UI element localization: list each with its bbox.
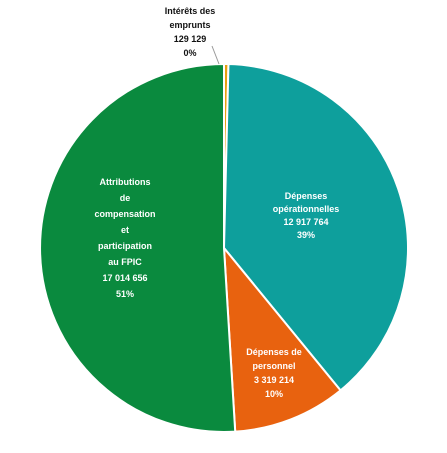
data-label-1-line-2: 12 917 764	[283, 217, 328, 227]
data-label-3-line-0: Attributions	[100, 177, 151, 187]
data-label-2-line-2: 3 319 214	[254, 375, 294, 385]
data-label-3-line-6: 17 014 656	[102, 273, 147, 283]
data-label-1-line-0: Dépenses	[285, 191, 328, 201]
data-label-3-line-2: compensation	[94, 209, 155, 219]
pie-slice-1	[222, 63, 409, 392]
data-label-0-line-1: emprunts	[169, 20, 210, 30]
leader-lines-layer	[211, 45, 220, 65]
data-labels-layer: Intérêts des emprunts 129 129 0% Dépenses opé…	[94, 6, 339, 399]
pie-slice-3	[39, 62, 237, 433]
data-label-3-line-3: et	[121, 225, 129, 235]
data-label-1-line-3: 39%	[297, 230, 315, 240]
data-label-2-line-0: Dépenses de	[246, 347, 302, 357]
slices-layer	[39, 62, 409, 433]
data-label-2: Dépenses de personnel 3 319 214 10%	[246, 347, 302, 399]
data-label-0-line-3: 0%	[183, 48, 196, 58]
data-label-0: Intérêts des emprunts 129 129 0%	[165, 6, 216, 58]
data-label-2-line-3: 10%	[265, 389, 283, 399]
data-label-3-line-5: au FPIC	[108, 257, 142, 267]
data-label-3-line-4: participation	[98, 241, 152, 251]
leader-line-0	[211, 45, 220, 65]
pie-slice-2	[222, 244, 342, 433]
data-label-2-line-1: personnel	[252, 361, 295, 371]
data-label-3-line-7: 51%	[116, 289, 134, 299]
data-label-3: Attributions de compensation et participatio…	[94, 177, 155, 299]
data-label-1: Dépenses opérationnelles 12 917 764 39%	[273, 191, 340, 240]
data-label-1-line-1: opérationnelles	[273, 204, 340, 214]
data-label-0-line-0: Intérêts des	[165, 6, 216, 16]
data-label-3-line-1: de	[120, 193, 131, 203]
data-label-0-line-2: 129 129	[174, 34, 207, 44]
